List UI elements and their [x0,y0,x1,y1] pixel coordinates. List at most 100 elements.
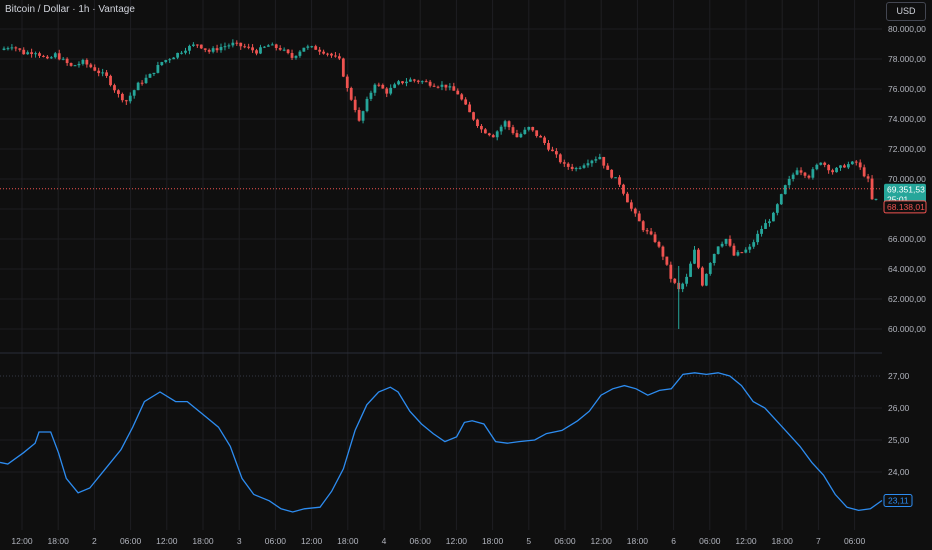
candle-body [535,130,539,136]
candle-body [799,170,803,173]
candle-body [775,204,779,213]
time-tick-label: 4 [382,536,387,546]
candle-body [49,57,53,59]
candle-body [448,86,452,88]
candle-body [578,167,582,169]
time-tick-label: 06:00 [699,536,721,546]
price-tick-label: 78.000,00 [888,54,926,64]
candle-body [148,74,152,78]
candle-body [614,177,617,179]
candle-body [618,177,621,185]
candle-body [768,221,771,224]
candle-body [685,276,689,284]
price-tick-label: 64.000,00 [888,264,926,274]
candle-body [629,202,633,209]
indicator-value-label: 23,11 [888,495,909,505]
candle-body [191,44,195,46]
last-price-label: 69.351,53 [887,185,925,195]
candle-body [562,162,566,164]
time-tick-label: 12:00 [735,536,757,546]
candle-body [724,238,728,244]
candle-body [128,95,132,102]
candle-body [819,162,823,165]
candle-body [361,111,365,121]
candle-body [34,53,37,55]
indicator-tick-label: 24,00 [888,467,910,477]
candle-body [334,55,337,57]
countdown-label: 25:01 [887,195,909,205]
candle-body [551,149,554,152]
candle-body [57,53,61,60]
candle-body [322,51,326,54]
candle-body [606,165,610,170]
candle-body [389,87,393,94]
time-tick-label: 12:00 [591,536,613,546]
candle-body [266,45,270,47]
indicator-axis[interactable]: 27,00 26,00 25,00 24,00 [888,371,910,477]
candle-body [30,52,34,55]
candle-body [511,127,515,134]
candle-body [468,104,471,113]
candle-body [184,50,187,53]
candle-body [594,159,598,161]
time-tick-label: 06:00 [844,536,866,546]
candle-body [195,44,199,46]
candle-body [259,47,262,54]
price-tick-label: 66.000,00 [888,234,926,244]
candle-body [795,170,799,175]
candle-body [610,169,614,178]
time-tick-label: 18:00 [627,536,649,546]
time-tick-label: 12:00 [156,536,178,546]
candle-body [527,126,531,130]
candle-body [622,184,625,194]
candle-body [440,84,444,87]
currency-button[interactable]: USD [886,2,926,21]
candle-body [693,249,696,264]
candle-body [558,154,562,163]
candle-body [2,48,6,50]
candle-body [412,79,416,81]
candle-body [318,49,322,52]
candle-body [870,178,874,200]
candle-body [117,90,120,94]
candle-body [815,164,819,170]
candle-body [46,56,49,59]
candle-body [787,178,791,186]
candle-body [243,46,247,48]
time-tick-label: 12:00 [301,536,323,546]
candle-body [432,85,436,87]
candle-body [697,249,700,268]
candle-body [531,126,535,131]
candle-body [835,167,838,173]
candle-body [811,169,815,178]
candle-body [270,44,274,46]
last-price-badge [884,183,926,206]
candle-body [791,174,795,179]
candle-body [357,110,361,121]
candle-body [669,264,673,279]
candle-body [199,44,203,49]
candle-body [65,58,69,64]
candle-body [846,164,850,168]
candle-body [495,131,499,138]
candle-body [756,233,760,243]
candle-body [554,151,558,155]
candle-body [823,162,827,165]
candle-body [231,42,235,46]
candle-body [274,44,278,48]
candle-body [716,246,720,254]
candle-body [353,99,357,111]
candle-body [803,172,807,176]
candle-body [866,176,870,179]
time-axis[interactable]: 12:00 18:00 2 06:00 12:00 18:00 3 06:00 12:00 18:… [11,536,865,546]
candle-body [22,49,26,55]
candle-body [744,249,748,253]
candle-body [657,241,661,247]
candle-body [831,170,834,173]
candle-body [728,238,732,246]
candle-body [416,80,420,82]
price-axis[interactable]: 80.000,00 78.000,00 76.000,00 74.000,00 72.0… [888,24,926,334]
candle-body [302,47,306,52]
candle-body [779,194,783,205]
